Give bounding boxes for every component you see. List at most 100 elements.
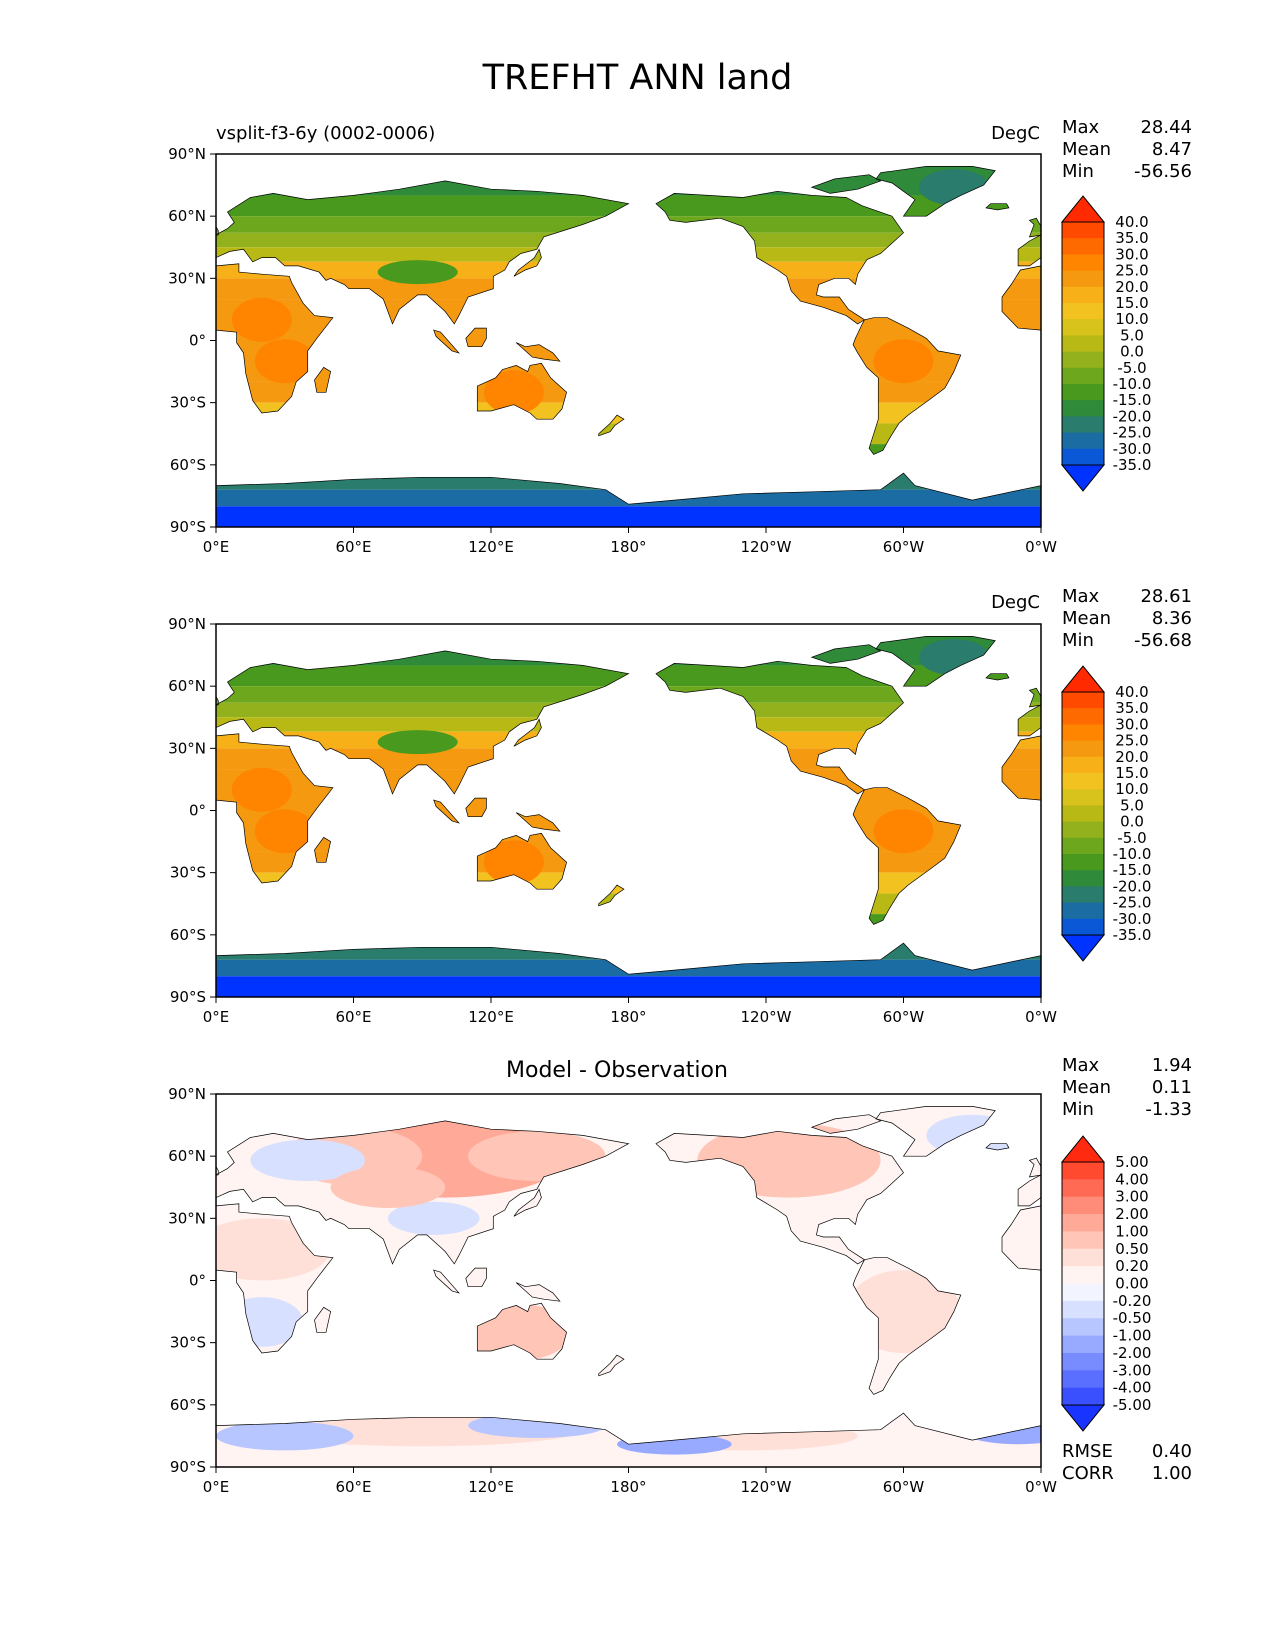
land-borneo	[465, 1267, 487, 1288]
temperature-band	[216, 278, 1041, 300]
lon-tick-label: 120°W	[741, 1008, 792, 1026]
difference-area	[330, 1166, 446, 1208]
colorbar-segment	[1062, 773, 1104, 790]
colorbar-label: 0.20	[1115, 1257, 1148, 1275]
colorbar-segment	[1062, 1179, 1104, 1198]
difference-area	[960, 1415, 1041, 1445]
panel-1-max-value: 28.44	[1140, 117, 1192, 138]
lat-tick-label: 90°S	[170, 1458, 206, 1476]
colorbar-segment	[1062, 870, 1104, 887]
temperature-band	[216, 468, 1041, 490]
colorbar-label: 40.0	[1115, 683, 1148, 701]
land-africa	[216, 733, 334, 884]
lat-tick-label: 90°N	[168, 1085, 206, 1103]
panel-3-max-label: Max	[1062, 1055, 1100, 1076]
land-greenland	[875, 166, 996, 217]
land-madagascar	[314, 366, 331, 393]
difference-area	[456, 1303, 572, 1362]
temperature-band	[216, 914, 1041, 939]
difference-area	[216, 1218, 331, 1281]
colorbar-min-extension	[1060, 934, 1106, 962]
lon-tick-label: 180°	[610, 1478, 646, 1496]
panel-3-mean-value: 0.11	[1151, 1077, 1192, 1098]
colorbar-label: -5.0	[1117, 829, 1146, 847]
colorbar-label: 35.0	[1115, 229, 1148, 247]
panel-2-max-label: Max	[1062, 586, 1100, 607]
land-nz	[598, 1354, 625, 1377]
lon-tick-label: 60°E	[335, 1478, 371, 1496]
temperature-band	[216, 261, 1041, 279]
land-iceland	[985, 673, 1010, 681]
panel-1-mean-label: Mean	[1062, 139, 1112, 160]
temperature-band	[216, 731, 1041, 749]
colorbar-label: -1.00	[1113, 1327, 1152, 1345]
colorbar-frame	[1061, 221, 1105, 466]
colorbar-label: 30.0	[1115, 245, 1148, 263]
colorbar-label: 15.0	[1115, 764, 1148, 782]
land-australia	[476, 362, 567, 420]
land-britain	[216, 695, 219, 706]
land-guinea	[515, 812, 561, 832]
difference-area	[926, 1114, 1019, 1157]
land-eurasia	[1017, 1174, 1041, 1207]
colorbar-frame	[1061, 691, 1105, 936]
colorbar-label: -0.50	[1113, 1309, 1152, 1327]
land-eurasia	[216, 650, 630, 795]
colorbar-segment	[1062, 416, 1104, 434]
colorbar-label: 20.0	[1115, 278, 1148, 296]
panel-3-min-label: Min	[1062, 1099, 1094, 1120]
temperature-band	[216, 216, 1041, 233]
temperature-band	[216, 872, 1041, 894]
panel-3-stats: Max 1.94 Mean 0.11 Min -1.33	[1062, 1055, 1192, 1121]
difference-area	[468, 1131, 606, 1182]
land-africa	[216, 263, 334, 414]
lon-tick-label: 120°E	[468, 538, 514, 556]
lon-tick-label: 0°W	[1025, 1008, 1057, 1026]
temperature-band	[216, 166, 1041, 196]
lat-tick-label: 30°N	[168, 269, 206, 287]
colorbar-segment	[1062, 692, 1104, 709]
colorbar-segment	[1062, 254, 1104, 272]
temperature-band	[216, 402, 1041, 424]
colorbar-max-extension	[1060, 195, 1106, 223]
colorbar-segment	[1062, 384, 1104, 401]
colorbar-label: -20.0	[1113, 877, 1152, 895]
colorbar-segment	[1062, 1214, 1104, 1232]
land-eurasia	[1017, 234, 1041, 267]
land-samerica	[852, 787, 962, 925]
land-guinea	[515, 342, 561, 362]
colorbar-label: -30.0	[1113, 910, 1152, 928]
colorbar-label: -4.00	[1113, 1379, 1152, 1397]
greenland-cold-area	[918, 169, 989, 206]
colorbar-label: -35.0	[1113, 926, 1152, 944]
land-arctic_isl	[810, 644, 882, 664]
lat-tick-label: 60°S	[170, 926, 206, 944]
panel-3-max-value: 1.94	[1151, 1055, 1192, 1076]
temperature-band	[216, 748, 1041, 770]
land-borneo	[465, 797, 487, 818]
colorbar-segment	[1062, 1248, 1104, 1267]
colorbar-segment	[1062, 756, 1104, 774]
warm-area	[254, 339, 315, 384]
land-britain	[1028, 1157, 1041, 1178]
warm-area	[483, 370, 544, 415]
warm-area	[231, 297, 292, 342]
colorbar-segment	[1062, 1266, 1104, 1284]
difference-area	[628, 1421, 858, 1451]
temperature-band	[216, 851, 1041, 873]
lat-tick-label: 0°	[189, 802, 206, 820]
colorbar-segment	[1062, 708, 1104, 725]
land-africa	[1001, 735, 1041, 801]
panel-3-title: Model - Observation	[506, 1058, 728, 1083]
colorbar-label: 15.0	[1115, 294, 1148, 312]
colorbar-segment	[1062, 335, 1104, 353]
colorbar-segment	[1062, 270, 1104, 288]
lat-tick-label: 60°N	[168, 207, 206, 225]
colorbar-segment	[1062, 1335, 1104, 1354]
colorbar-label: -25.0	[1113, 424, 1152, 442]
colorbar-segment	[1062, 400, 1104, 417]
land-antarctica	[216, 1412, 1041, 1467]
temperature-band	[216, 636, 1041, 666]
